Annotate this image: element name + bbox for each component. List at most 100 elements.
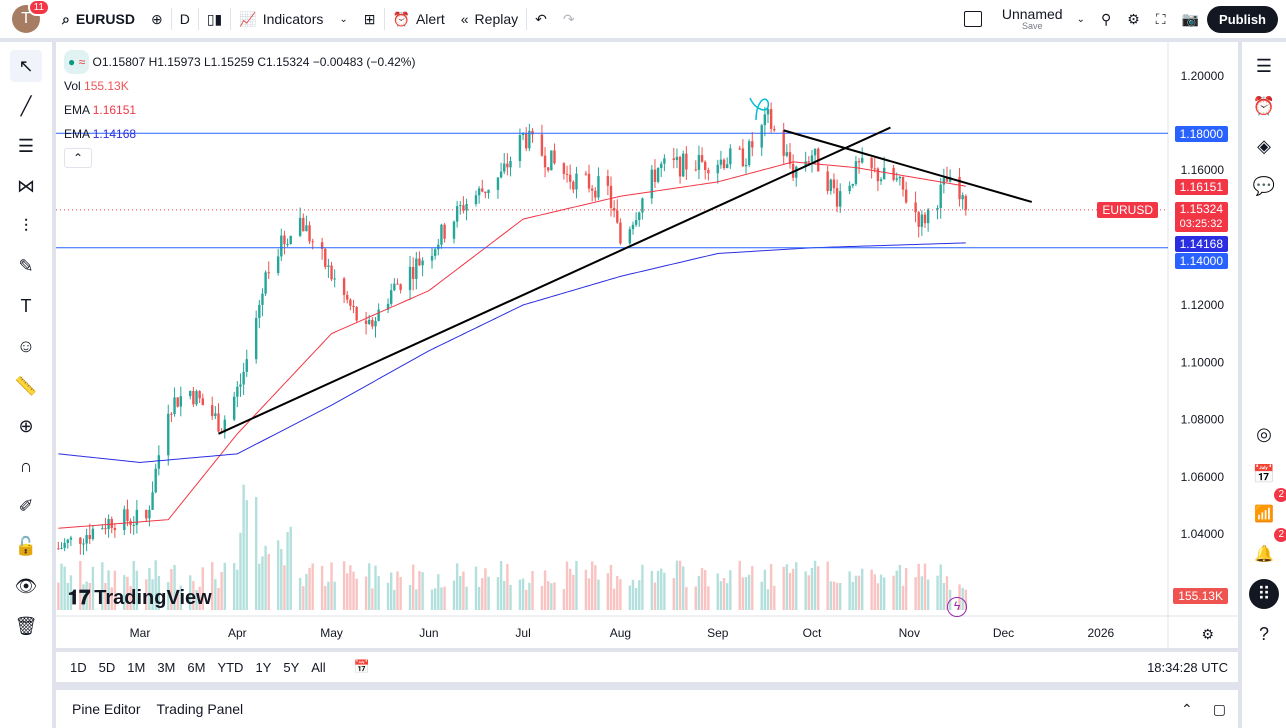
range-6m[interactable]: 6M bbox=[187, 659, 206, 675]
measure-tool[interactable]: 📏 bbox=[10, 370, 42, 402]
date-range-icon[interactable]: 📅 bbox=[353, 659, 370, 674]
lightning-icon[interactable]: ϟ bbox=[947, 597, 967, 617]
candle-body bbox=[245, 359, 248, 372]
maximize-panel-icon[interactable]: ▢ bbox=[1212, 700, 1226, 717]
candle-body bbox=[958, 176, 961, 200]
calendar-button[interactable]: 📅 bbox=[1248, 458, 1280, 490]
emoji-tool[interactable]: ☺ bbox=[10, 330, 42, 362]
zoom-tool[interactable]: ⊕ bbox=[10, 410, 42, 442]
quick-search-button[interactable]: ⚲ bbox=[1093, 0, 1119, 38]
chats-button[interactable]: 💬 bbox=[1248, 170, 1280, 202]
snapshot-button[interactable]: 📷 bbox=[1174, 0, 1207, 38]
candle-body bbox=[751, 141, 754, 148]
range-ytd[interactable]: YTD bbox=[217, 659, 244, 675]
candle-body bbox=[851, 183, 854, 186]
help-button[interactable]: ? bbox=[1248, 618, 1280, 650]
candle-body bbox=[242, 371, 245, 385]
range-1y[interactable]: 1Y bbox=[255, 659, 272, 675]
candle-body bbox=[201, 398, 204, 406]
range-1d[interactable]: 1D bbox=[70, 659, 87, 675]
tradingview-logo[interactable]: 𝟏𝟕 TradingView bbox=[68, 587, 212, 609]
watchlist-button[interactable]: ☰ bbox=[1248, 50, 1280, 82]
trend-line-tool[interactable]: ╱ bbox=[10, 90, 42, 122]
magnet-tool[interactable]: ∩ bbox=[10, 450, 42, 482]
volume-bar bbox=[254, 497, 258, 610]
range-all[interactable]: All bbox=[311, 659, 326, 675]
range-5y[interactable]: 5Y bbox=[283, 659, 300, 675]
candle-body bbox=[371, 319, 374, 327]
fullscreen-button[interactable]: ⛶ bbox=[1148, 0, 1174, 38]
volume-bar bbox=[914, 577, 917, 610]
cursor-tool[interactable]: ↖ bbox=[10, 50, 42, 82]
brush-tool[interactable]: ✎ bbox=[10, 250, 42, 282]
volume-bar bbox=[597, 579, 600, 610]
clock[interactable]: 18:34:28 UTC bbox=[1147, 659, 1228, 675]
object-tree-button[interactable]: ◈ bbox=[1248, 130, 1280, 162]
text-tool[interactable]: T bbox=[10, 290, 42, 322]
candle-body bbox=[459, 205, 462, 207]
compare-button[interactable]: ⊕ bbox=[143, 0, 171, 38]
candle-body bbox=[895, 178, 898, 180]
volume-bar bbox=[66, 582, 69, 610]
candle-body bbox=[634, 220, 638, 225]
publish-button[interactable]: Publish bbox=[1207, 5, 1278, 33]
settings-button[interactable]: ⚙ bbox=[1119, 0, 1148, 38]
layout-menu[interactable]: Unnamed Save ⌄ bbox=[956, 0, 1093, 38]
volume-bar bbox=[882, 577, 886, 610]
alert-button[interactable]: ⏰ Alert bbox=[392, 10, 445, 28]
candle-body bbox=[421, 260, 424, 266]
tab-trading-panel[interactable]: Trading Panel bbox=[156, 701, 244, 717]
chart-canvas[interactable]: 1.20000 1.16000 1.12000 1.10000 1.08000 1.060… bbox=[56, 42, 1238, 648]
volume-bar bbox=[634, 587, 638, 610]
replay-button[interactable]: «Replay bbox=[460, 11, 519, 27]
range-1m[interactable]: 1M bbox=[127, 659, 146, 675]
chart-type-button[interactable]: ▯▮ bbox=[199, 0, 230, 38]
candle-body bbox=[236, 386, 239, 397]
candle-body bbox=[327, 265, 330, 267]
tab-pine-editor[interactable]: Pine Editor bbox=[72, 701, 141, 717]
lock-tool[interactable]: 🔓 bbox=[10, 530, 42, 562]
collapse-legend-button[interactable]: ⌃ bbox=[64, 148, 92, 168]
candle-body bbox=[656, 167, 660, 182]
layouts-button[interactable]: ⊞ bbox=[356, 0, 384, 38]
alerts-button[interactable]: ⏰ bbox=[1248, 90, 1280, 122]
forecast-tool[interactable]: ⫶ bbox=[10, 210, 42, 242]
fullscreen-icon: ⛶ bbox=[1155, 10, 1166, 27]
candle-body bbox=[616, 210, 619, 223]
remove-tool[interactable]: 🗑 bbox=[10, 610, 42, 642]
volume-bar bbox=[851, 581, 854, 610]
notifications-button[interactable]: 🔔 2 bbox=[1248, 528, 1286, 570]
axis-settings-icon[interactable]: ⚙ bbox=[1201, 626, 1214, 642]
fib-tool[interactable]: ☰ bbox=[10, 130, 42, 162]
volume-bar bbox=[675, 560, 679, 610]
volume-bar bbox=[656, 570, 660, 610]
chart-pane[interactable]: 1.20000 1.16000 1.12000 1.10000 1.08000 1.060… bbox=[56, 42, 1238, 648]
candle-body bbox=[939, 184, 942, 208]
stay-drawing-tool[interactable]: ✐ bbox=[10, 490, 42, 522]
apps-button[interactable]: ⠿ bbox=[1248, 578, 1280, 610]
candle-body bbox=[810, 155, 814, 162]
candle-body bbox=[324, 248, 327, 267]
trading-ideas-button[interactable]: ◎ bbox=[1248, 418, 1280, 450]
range-3m[interactable]: 3M bbox=[157, 659, 176, 675]
candle-body bbox=[440, 224, 443, 245]
undo-button[interactable]: ↶ bbox=[527, 0, 555, 38]
volume-bar bbox=[857, 575, 861, 610]
avatar[interactable]: T 11 bbox=[12, 0, 50, 33]
news-button[interactable]: 📶 2 bbox=[1248, 488, 1286, 530]
collapse-panel-icon[interactable]: ⌃ bbox=[1181, 700, 1193, 717]
indicators-icon: 📈 bbox=[239, 10, 257, 27]
grid-icon: ⊞ bbox=[363, 10, 376, 27]
symbol-search[interactable]: ⌕ EURUSD bbox=[62, 10, 135, 28]
redo-button[interactable]: ↷ bbox=[555, 0, 583, 38]
volume-bar bbox=[641, 564, 644, 610]
indicators-button[interactable]: 📈 Indicators ⌄ bbox=[239, 10, 348, 28]
candle-body bbox=[280, 235, 283, 257]
candle-body bbox=[575, 173, 578, 190]
interval-button[interactable]: D bbox=[179, 11, 190, 27]
hide-tool[interactable]: 👁 bbox=[10, 570, 42, 602]
range-5d[interactable]: 5D bbox=[98, 659, 116, 675]
volume-bar bbox=[528, 582, 531, 610]
candle-body bbox=[936, 207, 939, 210]
pattern-tool[interactable]: ⋈ bbox=[10, 170, 42, 202]
